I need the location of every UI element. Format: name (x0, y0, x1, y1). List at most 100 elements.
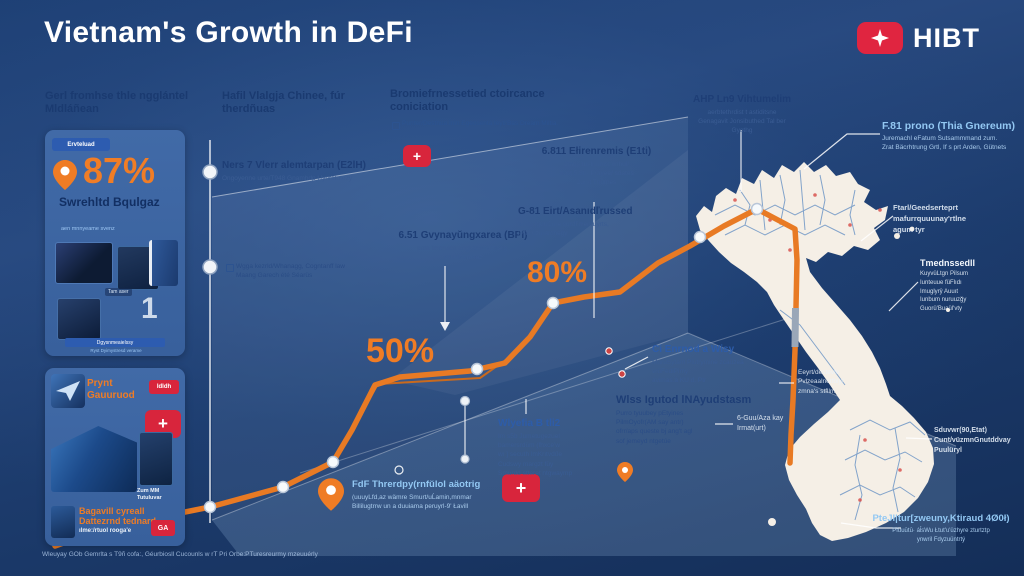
annotation-line: Ftarl/Geedserteprt (893, 203, 959, 212)
annotation-line: PilmOyofr(AM say antr) (616, 419, 684, 427)
annotation-line: Sduvwr(90,Etat) (934, 427, 987, 434)
annotation-line: ynwril Fdyzuüntrtý (916, 536, 966, 543)
annotation-line: sof jemeyd ntgetúe (616, 437, 671, 445)
percent-label-50: 50% (366, 332, 435, 370)
panel-caption: Dgysnmeaielssy (65, 338, 165, 347)
column-header-1: Gerl fromhse thle ngglántel Mldláñean (45, 90, 189, 116)
annotation-line: (uuuyLfd,az wämre Smurt/uĹamin,mnmar (352, 493, 472, 501)
annotation-line: Gyothg (731, 127, 753, 135)
annotation-line: KuyvüLtgn Pilsum (920, 271, 969, 278)
column-header-3-subtitle: Punter/Desthua İnin Egeosenta leyti'Bas … (402, 120, 559, 127)
red-plus-badge: + (403, 145, 431, 167)
plus-icon: + (515, 477, 527, 498)
annotation-line: bamersrdüm (fhxce'w (498, 441, 560, 449)
annotation-line: Puulüryl (934, 447, 963, 455)
annotation-sduvwr: Sduvwr(90,Etat) Cunt/vüzmnGnutddvay Puul… (934, 426, 1024, 456)
annotation-line: Iunbum nuruuzğy (920, 297, 967, 304)
mock-device-image (139, 432, 173, 486)
orange-pin-small (617, 462, 633, 482)
annotation-line: iPhil uzmarchegy (518, 229, 568, 237)
brand-name: HIBT (913, 22, 980, 53)
annotation-line: pata tmeruica angl aeruvdmarg, (417, 244, 509, 252)
annotation-line: Purro tyuubey pEtyines (616, 409, 684, 417)
brand-logo: HIBT (857, 22, 980, 54)
down-arrowhead (440, 322, 450, 331)
annotation-e1ti: 6.811 Ełirenremis (E1ti) 2mus tušfnumst … (514, 146, 679, 188)
annotation-line: frust 5.8t/- Prayee/ sdates (559, 169, 634, 177)
annotation-line: agum tyr (893, 224, 925, 234)
location-pin-icon (53, 160, 77, 195)
percent-label-80: 80% (527, 256, 588, 289)
annotation-line: ofrr/aps queste bj ang't agl (616, 428, 693, 436)
device-caption: Tam aser (105, 288, 132, 296)
annotation-line: 6-Guu/Aza kay (737, 415, 784, 422)
annotation-timeline-1: Ners 7 Vlerr alemtarpan (E2lH) Ongoyenne… (222, 160, 417, 183)
annotation-guu: 6-Guu/Aza kay Irmat(urt) (737, 414, 837, 434)
annotation-f81: F.81 prono (Thia Gnereum) Juremachl eFat… (882, 120, 1020, 153)
annotation-line: Genagavit Jonsibuthed Tal ber (698, 117, 786, 125)
annotation-line: Guorü'Buaül'vty (920, 306, 962, 313)
growth-line-main (52, 206, 800, 549)
mock-small-image (51, 506, 75, 538)
annotation-title: G-81 Eirt/Asanıdľrussed (518, 206, 633, 217)
annotation-line: aerbtethrdist t astiditsne (707, 108, 777, 116)
bullet-square-icon (226, 264, 234, 272)
map-island (946, 308, 950, 312)
route-gray-segment (791, 307, 799, 348)
annotation-title: 6.51 Gvynayŭngxarea (BPl) (398, 230, 528, 241)
annotation-line: MuruSytam Plutrymine zcaüzea (652, 358, 744, 366)
map-city-dots (733, 193, 902, 502)
red-pin-dot (618, 370, 626, 378)
column-header-3: Bromiefrnessetied ctoircance coniciation (390, 88, 545, 114)
annotation-line: Iunteuue füFlıdı (920, 280, 962, 287)
red-pin-dot (605, 347, 613, 355)
map-island (909, 226, 915, 232)
annotation-title: PteJl|tur[zweuny,Ktiraud 4Ø0ł) (872, 513, 1010, 524)
red-plus-badge: + (502, 474, 540, 502)
column-header-2: Hafil Vlalgja Chinee, fúr therdñuas (222, 90, 345, 116)
wedge-lower (212, 333, 956, 556)
connector-node (460, 454, 470, 464)
big-digit: 1 (141, 292, 158, 325)
annotation-line: Smurdd stteret ntgwaymp (498, 470, 573, 478)
annotation-fdf: FdF Threrdpy(rnfŭlol aäotrig (uuuyLfd,az… (352, 479, 532, 512)
map-island (894, 233, 900, 239)
annotation-ahp: AHP Ln9 Vihtumelim aerbtethrdist t astid… (680, 94, 804, 136)
annotation-title: F.81 prono (Thia Gnereum) (882, 120, 1016, 132)
annotation-title: Ci Enrnod a Wisy (652, 344, 735, 355)
stat-panel-top: Ervteluad 87% Swrehltd Bqulgaz aen mnnye… (45, 130, 185, 356)
annotation-title: Tmednssedll (920, 258, 976, 268)
annotation-connectors (444, 130, 933, 529)
panel2-caption-2: ılme:/rtuol rooga'e (79, 528, 132, 534)
mock-machine-image (51, 426, 137, 492)
annotation-line: Eeyrt/destevfe (798, 369, 840, 376)
annotation-line: Zrat Bäcrhtrung Grtl, If s prt Arden, Gü… (882, 144, 1007, 152)
annotation-line: Imuglyrŷ Auuıt (920, 288, 959, 295)
annotation-eeyrt: Eeyrt/destevfe Pvlzeaalnetfbly/ zmna's s… (798, 368, 888, 396)
connector-node (459, 395, 471, 407)
wedge-mid (390, 150, 688, 395)
annotation-line: Wgga kezrld/Whanagg, Cogntanff law (236, 263, 345, 270)
panel2-title: Prynt Gauuruod (87, 378, 135, 401)
map-island (768, 518, 776, 526)
vietnam-map (696, 162, 950, 541)
annotation-line: Pvlzeaalnetfbly/ (798, 378, 844, 386)
mock-book-image (149, 240, 178, 286)
annotation-g81: G-81 Eirt/Asanıdľrussed turng tguuCme su… (518, 206, 688, 238)
stat-sublabel: aen mnnyeame svenz (61, 226, 115, 232)
annotation-title: AHP Ln9 Vihtumelim (693, 94, 791, 105)
perspective-line (211, 116, 689, 198)
small-circle-icon (394, 465, 404, 475)
page-title: Vietnam's Growth in DeFi (44, 16, 413, 49)
panel-badge: Ervteluad (52, 138, 110, 151)
annotation-line: Cunt/vüzmnGnutddvay (934, 437, 1011, 445)
plus-icon: + (412, 148, 422, 164)
panel2-title-2: Bagavill cyreall Dattezrnd tednard (79, 506, 157, 527)
annotation-title: 6.811 Ełirenremis (E1ti) (541, 146, 652, 157)
stat-value: 87% (83, 150, 156, 191)
bullet-square-icon (392, 122, 400, 130)
stat-label: Swrehltd Bqulgaz (59, 195, 160, 209)
annotation-line: znuutzamriaz (443, 253, 483, 261)
